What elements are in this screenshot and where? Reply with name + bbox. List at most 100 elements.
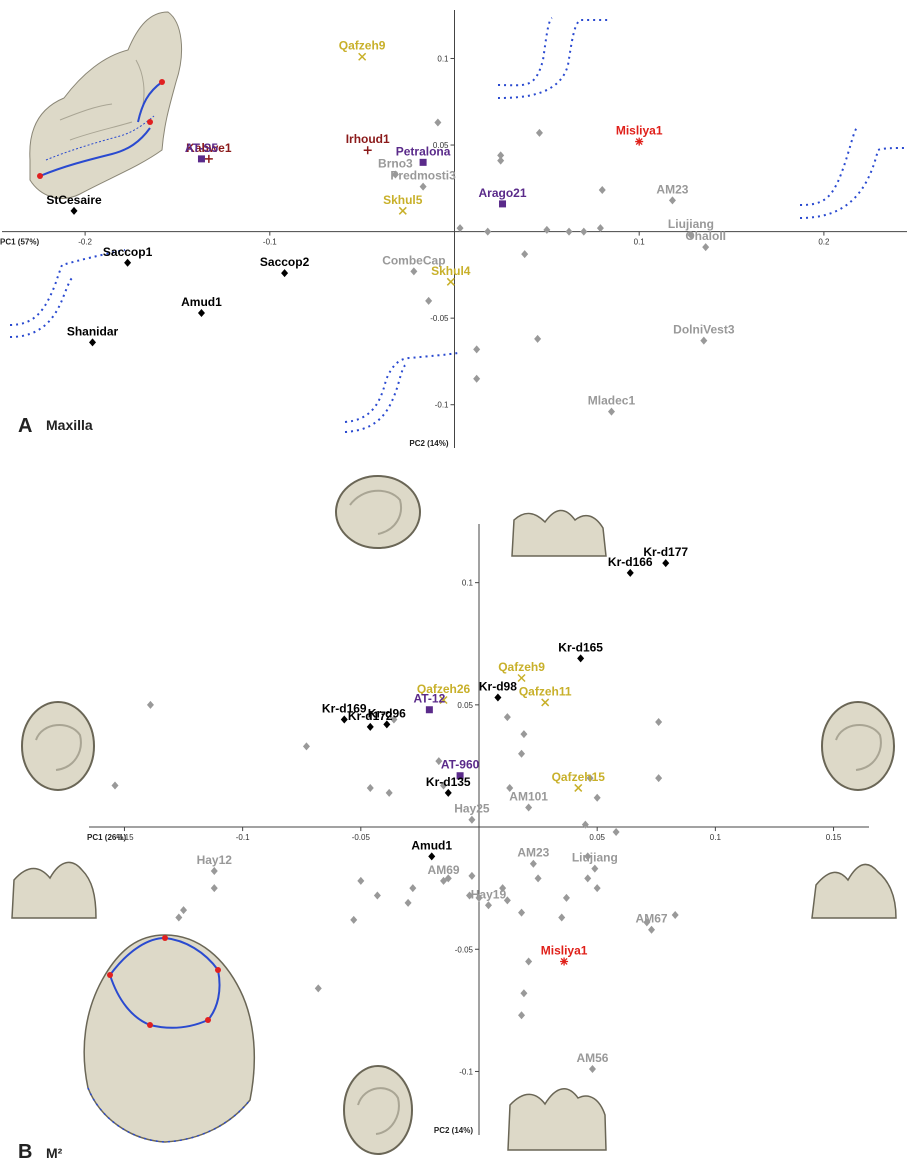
data-point — [398, 206, 407, 215]
data-point — [518, 749, 526, 758]
data-point — [446, 277, 455, 286]
data-point — [700, 336, 708, 345]
data-point — [558, 913, 566, 922]
data-point — [596, 224, 604, 233]
data-point-label: Kr-d169 — [322, 702, 367, 716]
shape-curve-a-right — [799, 127, 907, 219]
x-tick-label: -0.05 — [352, 833, 371, 842]
data-point-label: Kr-d135 — [426, 775, 471, 789]
data-point — [373, 891, 381, 900]
data-point — [525, 803, 533, 812]
data-point — [466, 891, 474, 900]
data-point — [419, 182, 427, 191]
data-point — [385, 788, 393, 797]
data-point-label: OhaloII — [685, 229, 726, 243]
data-point — [475, 893, 483, 902]
data-point — [580, 227, 588, 236]
data-point — [577, 654, 585, 663]
data-point — [366, 783, 374, 792]
data-point-label: Skhul5 — [383, 193, 423, 207]
data-point — [363, 146, 372, 155]
data-point — [497, 151, 505, 160]
tooth-landmark-illustration — [83, 934, 256, 1143]
y-axis-title: PC2 (14%) — [434, 1126, 473, 1135]
data-point-label: Irhoud1 — [346, 132, 390, 146]
data-point-label: Mladec1 — [588, 394, 636, 408]
panel-b-title: B M² — [18, 1141, 63, 1163]
data-point — [484, 227, 492, 236]
data-point-label: Amud1 — [411, 838, 452, 852]
data-point — [281, 269, 289, 278]
data-point — [497, 156, 505, 165]
data-point — [520, 989, 528, 998]
data-point — [643, 918, 651, 927]
data-point — [702, 243, 710, 252]
data-point — [518, 1011, 526, 1020]
data-point — [180, 906, 188, 915]
data-point-label: Liujiang — [668, 217, 714, 231]
data-point — [410, 267, 418, 276]
data-point — [340, 715, 348, 724]
y-tick-label: 0.05 — [433, 141, 449, 150]
data-point-label: Kr-d98 — [479, 680, 517, 694]
tooth-occlusal-bottom — [343, 1065, 413, 1155]
data-point-label: AM23 — [656, 182, 688, 196]
data-point — [671, 911, 679, 920]
data-point-label: Arago21 — [479, 186, 527, 200]
data-point — [456, 772, 464, 780]
data-point-label: Liujiang — [572, 851, 618, 865]
panel-a-name: Maxilla — [46, 417, 93, 433]
data-point-label: Qafzeh26 — [417, 682, 471, 696]
data-point-label: Amud1 — [181, 295, 222, 309]
y-tick-label: -0.05 — [430, 314, 449, 323]
data-point — [581, 820, 589, 829]
data-point — [357, 876, 365, 885]
data-point — [468, 871, 476, 880]
data-point — [383, 720, 391, 729]
tooth-lateral-top — [511, 509, 607, 557]
data-point — [655, 774, 663, 783]
data-point — [428, 852, 436, 861]
data-point-label: AM101 — [509, 790, 548, 804]
tooth-lateral-right — [811, 863, 897, 919]
data-point-label: AT-S5 — [185, 141, 218, 155]
data-point — [473, 345, 481, 354]
data-point — [350, 915, 358, 924]
data-point — [662, 559, 670, 568]
data-point-label: Kabwe1 — [186, 141, 232, 155]
data-point — [409, 884, 417, 893]
data-point-label: AM56 — [576, 1051, 608, 1065]
data-point-label: AM23 — [517, 846, 549, 860]
data-point — [499, 200, 507, 208]
tooth-occlusal-right — [821, 701, 895, 791]
data-point — [425, 706, 433, 714]
data-point — [521, 250, 529, 259]
data-point — [366, 722, 374, 731]
data-point — [124, 258, 132, 267]
data-point — [391, 170, 399, 179]
data-point — [503, 896, 511, 905]
data-point — [598, 186, 606, 195]
data-point — [562, 893, 570, 902]
maxilla-pca-plot: -0.2 -0.1 0.1 0.2 0.1 0.05 -0.05 -0.1 PC1 (57%) P… — [0, 10, 907, 448]
data-point-label: AT-960 — [441, 758, 480, 772]
data-point-label: AM67 — [636, 912, 668, 926]
data-point-label: Kr-d172 — [348, 709, 393, 723]
data-point — [89, 338, 96, 347]
data-point — [506, 783, 514, 792]
data-point — [655, 717, 663, 726]
data-point-label: StCesaire — [46, 193, 102, 207]
data-point — [204, 154, 213, 163]
data-point — [435, 757, 443, 766]
data-point — [529, 859, 537, 868]
data-point-label: Shanidar — [67, 324, 119, 338]
data-point-label: Qafzeh15 — [552, 770, 606, 784]
y-tick-label: 0.1 — [462, 579, 474, 588]
data-point-label: Misliya1 — [541, 943, 588, 957]
data-point — [543, 225, 551, 234]
data-point — [210, 867, 218, 876]
data-point — [358, 52, 367, 61]
data-point — [593, 884, 601, 893]
data-point — [584, 852, 592, 861]
shape-curve-a-bottom — [344, 352, 459, 433]
